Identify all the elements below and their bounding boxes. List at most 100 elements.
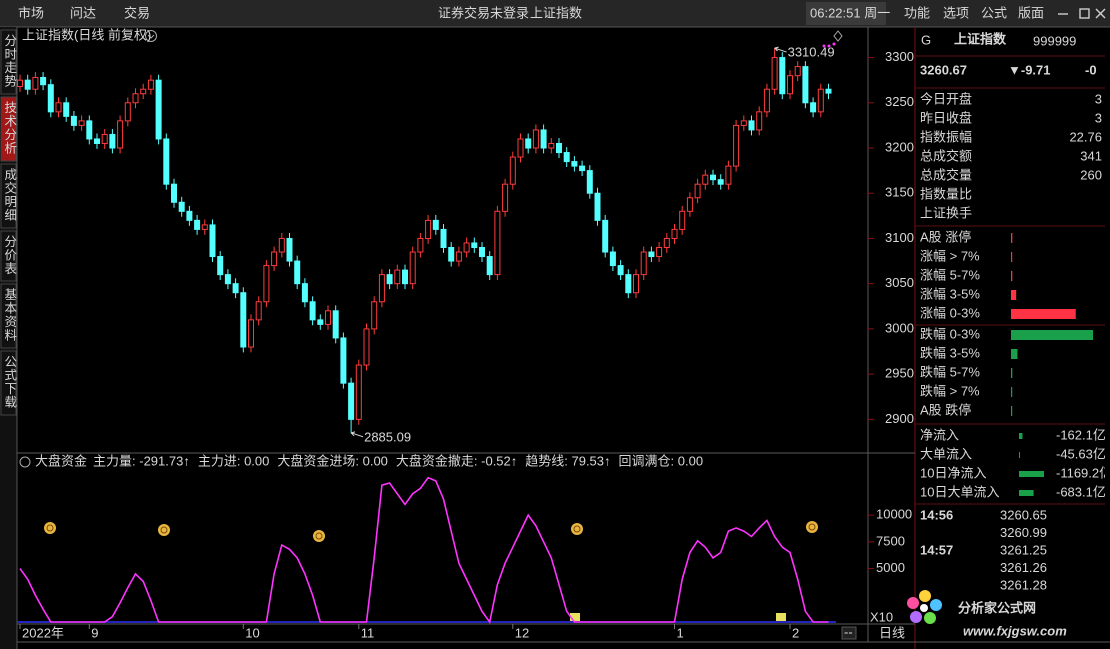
candle-body [710, 174, 716, 181]
breadth-label: 涨幅 0-3% [920, 305, 980, 320]
money-bag [158, 524, 170, 536]
candle-body [571, 161, 578, 167]
period-label[interactable]: 日线 [879, 625, 905, 640]
sidebar-tab[interactable] [0, 96, 17, 162]
sidebar-tab[interactable] [0, 283, 17, 349]
quote-panel: G 上证指数 999999 3260.67 ▼-9.71 -0 今日开盘 3 昨日收盘 3 指数振幅… [915, 31, 1106, 592]
y-tick-label: 3200 [885, 139, 914, 154]
dot [827, 44, 831, 48]
sidebar-tab[interactable] [0, 230, 17, 282]
maximize[interactable] [1079, 8, 1090, 19]
y-tick-label: 3150 [885, 185, 914, 200]
watermark-url: www.fxjgsw.com [963, 623, 1067, 638]
candle-body [394, 269, 401, 285]
candle-body [448, 247, 455, 262]
candle-body [509, 156, 516, 185]
legend-arrow: ↑ [183, 453, 190, 468]
candle-body [748, 120, 755, 131]
sidebar-tab[interactable] [0, 350, 17, 416]
candle-body [486, 256, 493, 276]
flow-value: -45.63亿 [1056, 446, 1106, 461]
menu-item[interactable]: 功能 [904, 5, 930, 20]
candle-body [532, 129, 539, 149]
candle-body [694, 183, 701, 199]
breadth-label: 跌幅 0-3% [920, 326, 980, 341]
candle-body [656, 247, 663, 258]
menu-item[interactable]: 问达 [70, 5, 96, 20]
y-tick-label: 2900 [885, 411, 914, 426]
quote-change: ▼-9.71 [1008, 62, 1051, 77]
window-controls[interactable] [1058, 8, 1106, 19]
candle-body [63, 102, 70, 117]
flower-center [920, 604, 928, 612]
quote-name: 上证指数 [954, 31, 1007, 46]
sidebar-tab-label: 成交明细 [2, 168, 16, 222]
quote-label: 总成交额 [920, 148, 972, 163]
tick-price: 3260.65 [1000, 507, 1047, 522]
candle-body [124, 102, 131, 122]
title-dropdown[interactable] [145, 30, 157, 42]
flow-bar [1019, 433, 1023, 439]
candle-body [294, 260, 301, 285]
candle-body [163, 138, 170, 185]
candle-body [101, 133, 108, 144]
candle-body [740, 120, 747, 126]
petal [910, 611, 922, 623]
menu-item[interactable]: 交易 [124, 5, 150, 20]
tick-price: 3261.26 [1000, 560, 1047, 575]
candle-body [194, 219, 201, 230]
indicator-title: 大盘资金 [35, 453, 87, 468]
candle-body [340, 337, 347, 384]
menu-item[interactable]: 选项 [943, 5, 969, 20]
candle-body [648, 251, 655, 258]
candle-body [602, 219, 609, 253]
candle-body [440, 228, 447, 249]
candle-body [517, 138, 524, 158]
flow-label: 净流入 [920, 427, 959, 442]
menu-item[interactable]: 市场 [18, 5, 44, 20]
candle-body [348, 382, 355, 420]
candle-body [248, 319, 254, 348]
scroll-label: -- [844, 624, 853, 639]
x-tick-label: 9 [91, 625, 98, 640]
menu-item[interactable]: 版面 [1018, 5, 1044, 20]
wash-icon [776, 613, 786, 621]
clock: 06:22:51 周一 [810, 5, 890, 20]
y-tick-label: 3000 [885, 320, 914, 335]
y-tick-label: 3050 [885, 275, 914, 290]
candle-body [301, 283, 308, 303]
tick-price: 3260.99 [1000, 525, 1047, 540]
breadth-label: 涨幅 5-7% [920, 267, 980, 282]
breadth-label: 涨幅 3-5% [920, 286, 980, 301]
indicator-menu[interactable] [19, 456, 31, 468]
candle-body [78, 120, 85, 126]
menu-item[interactable]: 公式 [981, 5, 1007, 20]
candle-body [171, 183, 177, 203]
sidebar-tab[interactable] [0, 163, 17, 229]
candle-body [794, 66, 801, 77]
close[interactable] [1095, 8, 1106, 19]
candle-body [556, 142, 562, 154]
tick-time: 14:57 [920, 542, 953, 557]
sidebar-tab[interactable] [0, 29, 17, 95]
menu-bar [0, 0, 1110, 27]
x-tick-label: 12 [515, 625, 529, 640]
diamond-icon[interactable] [833, 30, 843, 42]
candle-body [563, 152, 570, 163]
candle-body [471, 242, 478, 249]
candle-body [810, 102, 817, 113]
candle-body [309, 301, 316, 321]
candle-body [825, 88, 832, 94]
indicator-legend: 回调满仓: 0.00 [619, 453, 704, 468]
tick-time: 14:56 [920, 507, 953, 522]
scroll-box[interactable] [841, 626, 857, 640]
money-bag [806, 521, 818, 533]
legend-arrow: ↑ [604, 453, 611, 468]
breadth-label: A股 跌停 [920, 402, 971, 417]
indicator-legend: 趋势线: 79.53 [525, 453, 604, 468]
indicator-legend: 主力进: 0.00 [198, 453, 270, 468]
quote-value: 3 [1095, 110, 1102, 125]
breadth-bar [1011, 387, 1013, 397]
watermark-name: 分析家公式网 [958, 600, 1036, 615]
quote-label: 总成交量 [920, 167, 972, 182]
